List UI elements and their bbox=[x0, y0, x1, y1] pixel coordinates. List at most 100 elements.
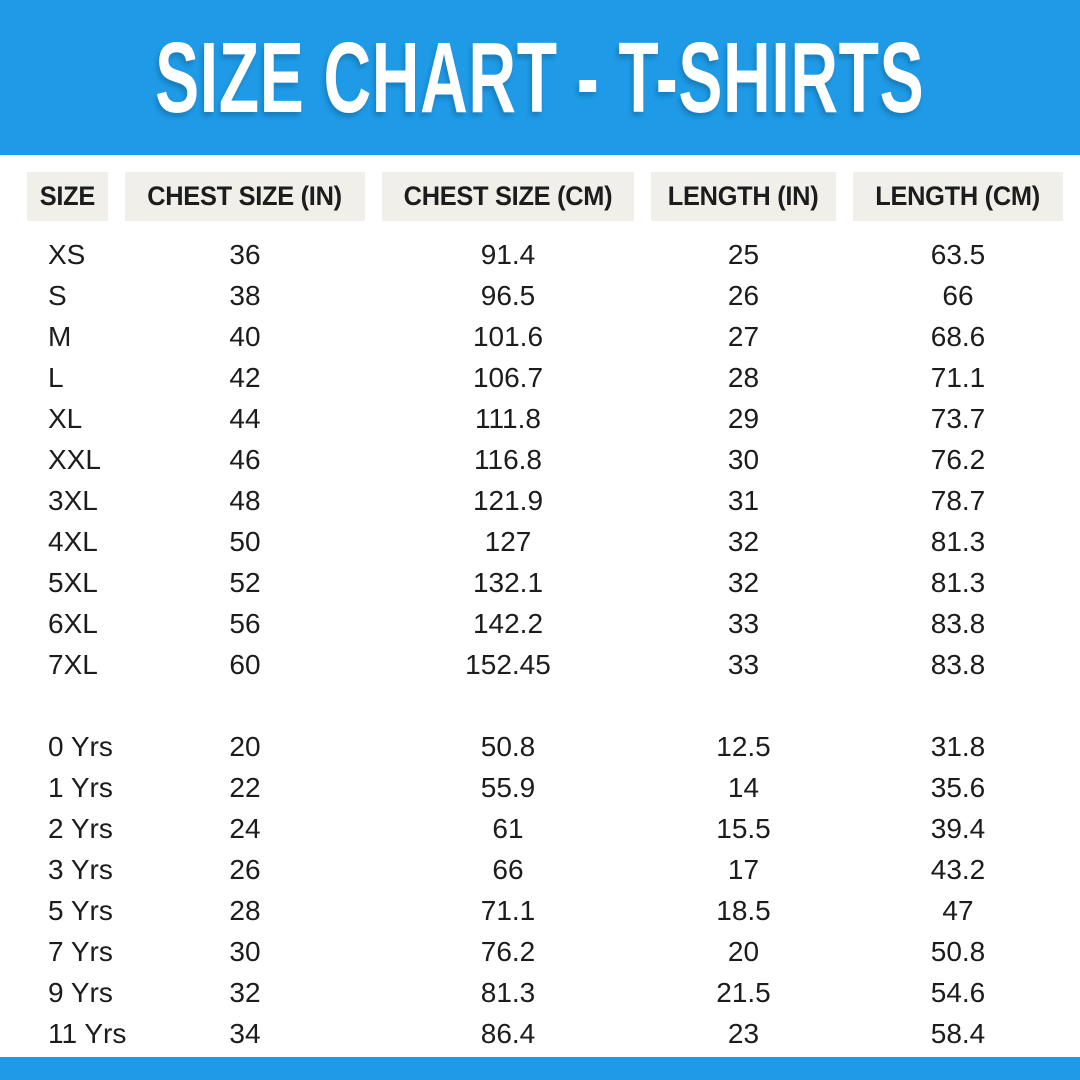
table-row: 6XL 56 142.2 33 83.8 bbox=[27, 603, 1063, 644]
table-row: S 38 96.5 26 66 bbox=[27, 275, 1063, 316]
cell-value: 29 bbox=[727, 402, 760, 434]
cell-value: 81.3 bbox=[480, 976, 536, 1008]
cell-value: 28 bbox=[727, 361, 760, 393]
cell-value: 91.4 bbox=[480, 238, 536, 270]
cell-value: 60 bbox=[229, 648, 261, 680]
cell-value: 26 bbox=[229, 853, 261, 885]
cell-size-label: L bbox=[48, 361, 64, 393]
cell-value: 81.3 bbox=[930, 566, 986, 598]
cell-size-label: 9 Yrs bbox=[48, 976, 113, 1008]
table-row: 5 Yrs 28 71.1 18.5 47 bbox=[27, 890, 1063, 931]
table-row: XXL 46 116.8 30 76.2 bbox=[27, 439, 1063, 480]
cell-value: 20 bbox=[727, 935, 760, 967]
cell-value: 24 bbox=[229, 812, 261, 844]
cell-value: 28 bbox=[229, 894, 261, 926]
cell-value: 17 bbox=[727, 853, 760, 885]
table-row: 9 Yrs 32 81.3 21.5 54.6 bbox=[27, 972, 1063, 1013]
table-row: L 42 106.7 28 71.1 bbox=[27, 357, 1063, 398]
table-row: 3XL 48 121.9 31 78.7 bbox=[27, 480, 1063, 521]
cell-value: 68.6 bbox=[930, 320, 986, 352]
cell-size-label: XXL bbox=[48, 443, 101, 475]
column-header-chest-in: CHEST SIZE (IN) bbox=[125, 172, 365, 221]
cell-value: 142.2 bbox=[472, 607, 544, 639]
cell-value: 66 bbox=[942, 279, 974, 311]
cell-size-label: 7XL bbox=[48, 648, 98, 680]
cell-value: 121.9 bbox=[472, 484, 544, 516]
page-title: SIZE CHART - T-SHIRTS bbox=[155, 21, 925, 134]
column-header-label: CHEST SIZE (IN) bbox=[147, 181, 343, 211]
cell-value: 47 bbox=[942, 894, 974, 926]
column-header-label: LENGTH (IN) bbox=[668, 181, 819, 211]
cell-value: 106.7 bbox=[472, 361, 544, 393]
cell-value: 21.5 bbox=[716, 976, 771, 1008]
cell-size-label: 0 Yrs bbox=[48, 730, 113, 762]
cell-value: 34 bbox=[229, 1017, 261, 1049]
cell-value: 127 bbox=[484, 525, 532, 557]
column-header-label: CHEST SIZE (CM) bbox=[403, 181, 613, 211]
cell-value: 14 bbox=[727, 771, 760, 803]
cell-size-label: 2 Yrs bbox=[48, 812, 113, 844]
cell-value: 33 bbox=[727, 607, 760, 639]
cell-value: 152.45 bbox=[465, 648, 551, 680]
cell-value: 30 bbox=[229, 935, 261, 967]
cell-size-label: 3 Yrs bbox=[48, 853, 113, 885]
cell-value: 58.4 bbox=[930, 1017, 986, 1049]
table-row: 7XL 60 152.45 33 83.8 bbox=[27, 644, 1063, 685]
cell-size-label: XS bbox=[48, 238, 86, 270]
cell-value: 12.5 bbox=[716, 730, 771, 762]
cell-value: 33 bbox=[727, 648, 760, 680]
cell-value: 86.4 bbox=[480, 1017, 536, 1049]
size-table-body: XS 36 91.4 25 63.5 S 38 96.5 26 66 M 40 101.6 27 68.6 L… bbox=[27, 234, 1063, 1054]
table-row: M 40 101.6 27 68.6 bbox=[27, 316, 1063, 357]
cell-value: 96.5 bbox=[480, 279, 536, 311]
table-row: 5XL 52 132.1 32 81.3 bbox=[27, 562, 1063, 603]
cell-value: 31 bbox=[727, 484, 760, 516]
cell-value: 111.8 bbox=[475, 402, 541, 434]
cell-value: 76.2 bbox=[930, 443, 986, 475]
column-header-size: SIZE bbox=[27, 172, 108, 221]
footer-bar bbox=[0, 1057, 1080, 1080]
cell-size-label: 6XL bbox=[48, 607, 98, 639]
cell-value: 38 bbox=[229, 279, 261, 311]
column-header-label: SIZE bbox=[39, 181, 96, 211]
table-row: XS 36 91.4 25 63.5 bbox=[27, 234, 1063, 275]
cell-value: 44 bbox=[229, 402, 261, 434]
cell-value: 40 bbox=[229, 320, 261, 352]
cell-value: 32 bbox=[229, 976, 261, 1008]
table-row: 11 Yrs 34 86.4 23 58.4 bbox=[27, 1013, 1063, 1054]
cell-size-label: M bbox=[48, 320, 72, 352]
cell-value: 116.8 bbox=[474, 443, 542, 475]
cell-value: 50 bbox=[229, 525, 261, 557]
cell-value: 27 bbox=[727, 320, 760, 352]
cell-value: 52 bbox=[229, 566, 261, 598]
cell-value: 46 bbox=[229, 443, 261, 475]
cell-size-label: 3XL bbox=[48, 484, 98, 516]
cell-value: 25 bbox=[727, 238, 760, 270]
cell-value: 43.2 bbox=[930, 853, 986, 885]
cell-value: 61 bbox=[492, 812, 524, 844]
cell-value: 54.6 bbox=[930, 976, 986, 1008]
cell-value: 50.8 bbox=[480, 730, 536, 762]
cell-value: 71.1 bbox=[480, 894, 536, 926]
cell-value: 31.8 bbox=[930, 730, 986, 762]
table-header-row: SIZE CHEST SIZE (IN) CHEST SIZE (CM) LEN… bbox=[27, 172, 1063, 221]
cell-value: 18.5 bbox=[716, 894, 771, 926]
cell-value: 63.5 bbox=[930, 238, 986, 270]
cell-value: 39.4 bbox=[930, 812, 986, 844]
section-spacer bbox=[27, 685, 1063, 726]
cell-value: 81.3 bbox=[930, 525, 986, 557]
cell-value: 76.2 bbox=[480, 935, 536, 967]
cell-value: 22 bbox=[229, 771, 261, 803]
cell-size-label: 5XL bbox=[48, 566, 98, 598]
column-header-chest-cm: CHEST SIZE (CM) bbox=[382, 172, 634, 221]
cell-value: 66 bbox=[492, 853, 524, 885]
cell-value: 83.8 bbox=[930, 607, 986, 639]
cell-value: 71.1 bbox=[930, 361, 986, 393]
cell-value: 132.1 bbox=[472, 566, 544, 598]
cell-value: 78.7 bbox=[930, 484, 986, 516]
cell-size-label: 5 Yrs bbox=[48, 894, 113, 926]
cell-value: 83.8 bbox=[930, 648, 986, 680]
cell-value: 48 bbox=[229, 484, 261, 516]
table-row: 1 Yrs 22 55.9 14 35.6 bbox=[27, 767, 1063, 808]
table-row: 4XL 50 127 32 81.3 bbox=[27, 521, 1063, 562]
